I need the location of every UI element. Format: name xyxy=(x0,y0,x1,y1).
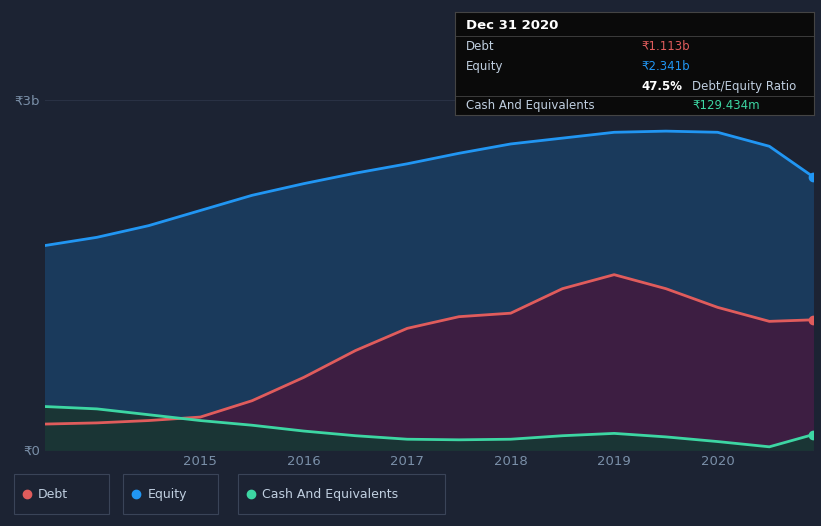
Text: Dec 31 2020: Dec 31 2020 xyxy=(466,19,558,32)
Text: Debt: Debt xyxy=(38,488,68,501)
Text: ₹1.113b: ₹1.113b xyxy=(642,40,690,53)
Text: Debt/Equity Ratio: Debt/Equity Ratio xyxy=(692,80,796,93)
Text: Equity: Equity xyxy=(147,488,187,501)
Text: Debt: Debt xyxy=(466,40,494,53)
Text: Equity: Equity xyxy=(466,60,503,73)
FancyBboxPatch shape xyxy=(14,474,109,514)
FancyBboxPatch shape xyxy=(238,474,445,514)
Text: ₹2.341b: ₹2.341b xyxy=(642,60,690,73)
FancyBboxPatch shape xyxy=(123,474,218,514)
Text: 47.5%: 47.5% xyxy=(642,80,683,93)
Text: ₹129.434m: ₹129.434m xyxy=(692,99,759,112)
Text: Cash And Equivalents: Cash And Equivalents xyxy=(262,488,398,501)
Text: Cash And Equivalents: Cash And Equivalents xyxy=(466,99,594,112)
